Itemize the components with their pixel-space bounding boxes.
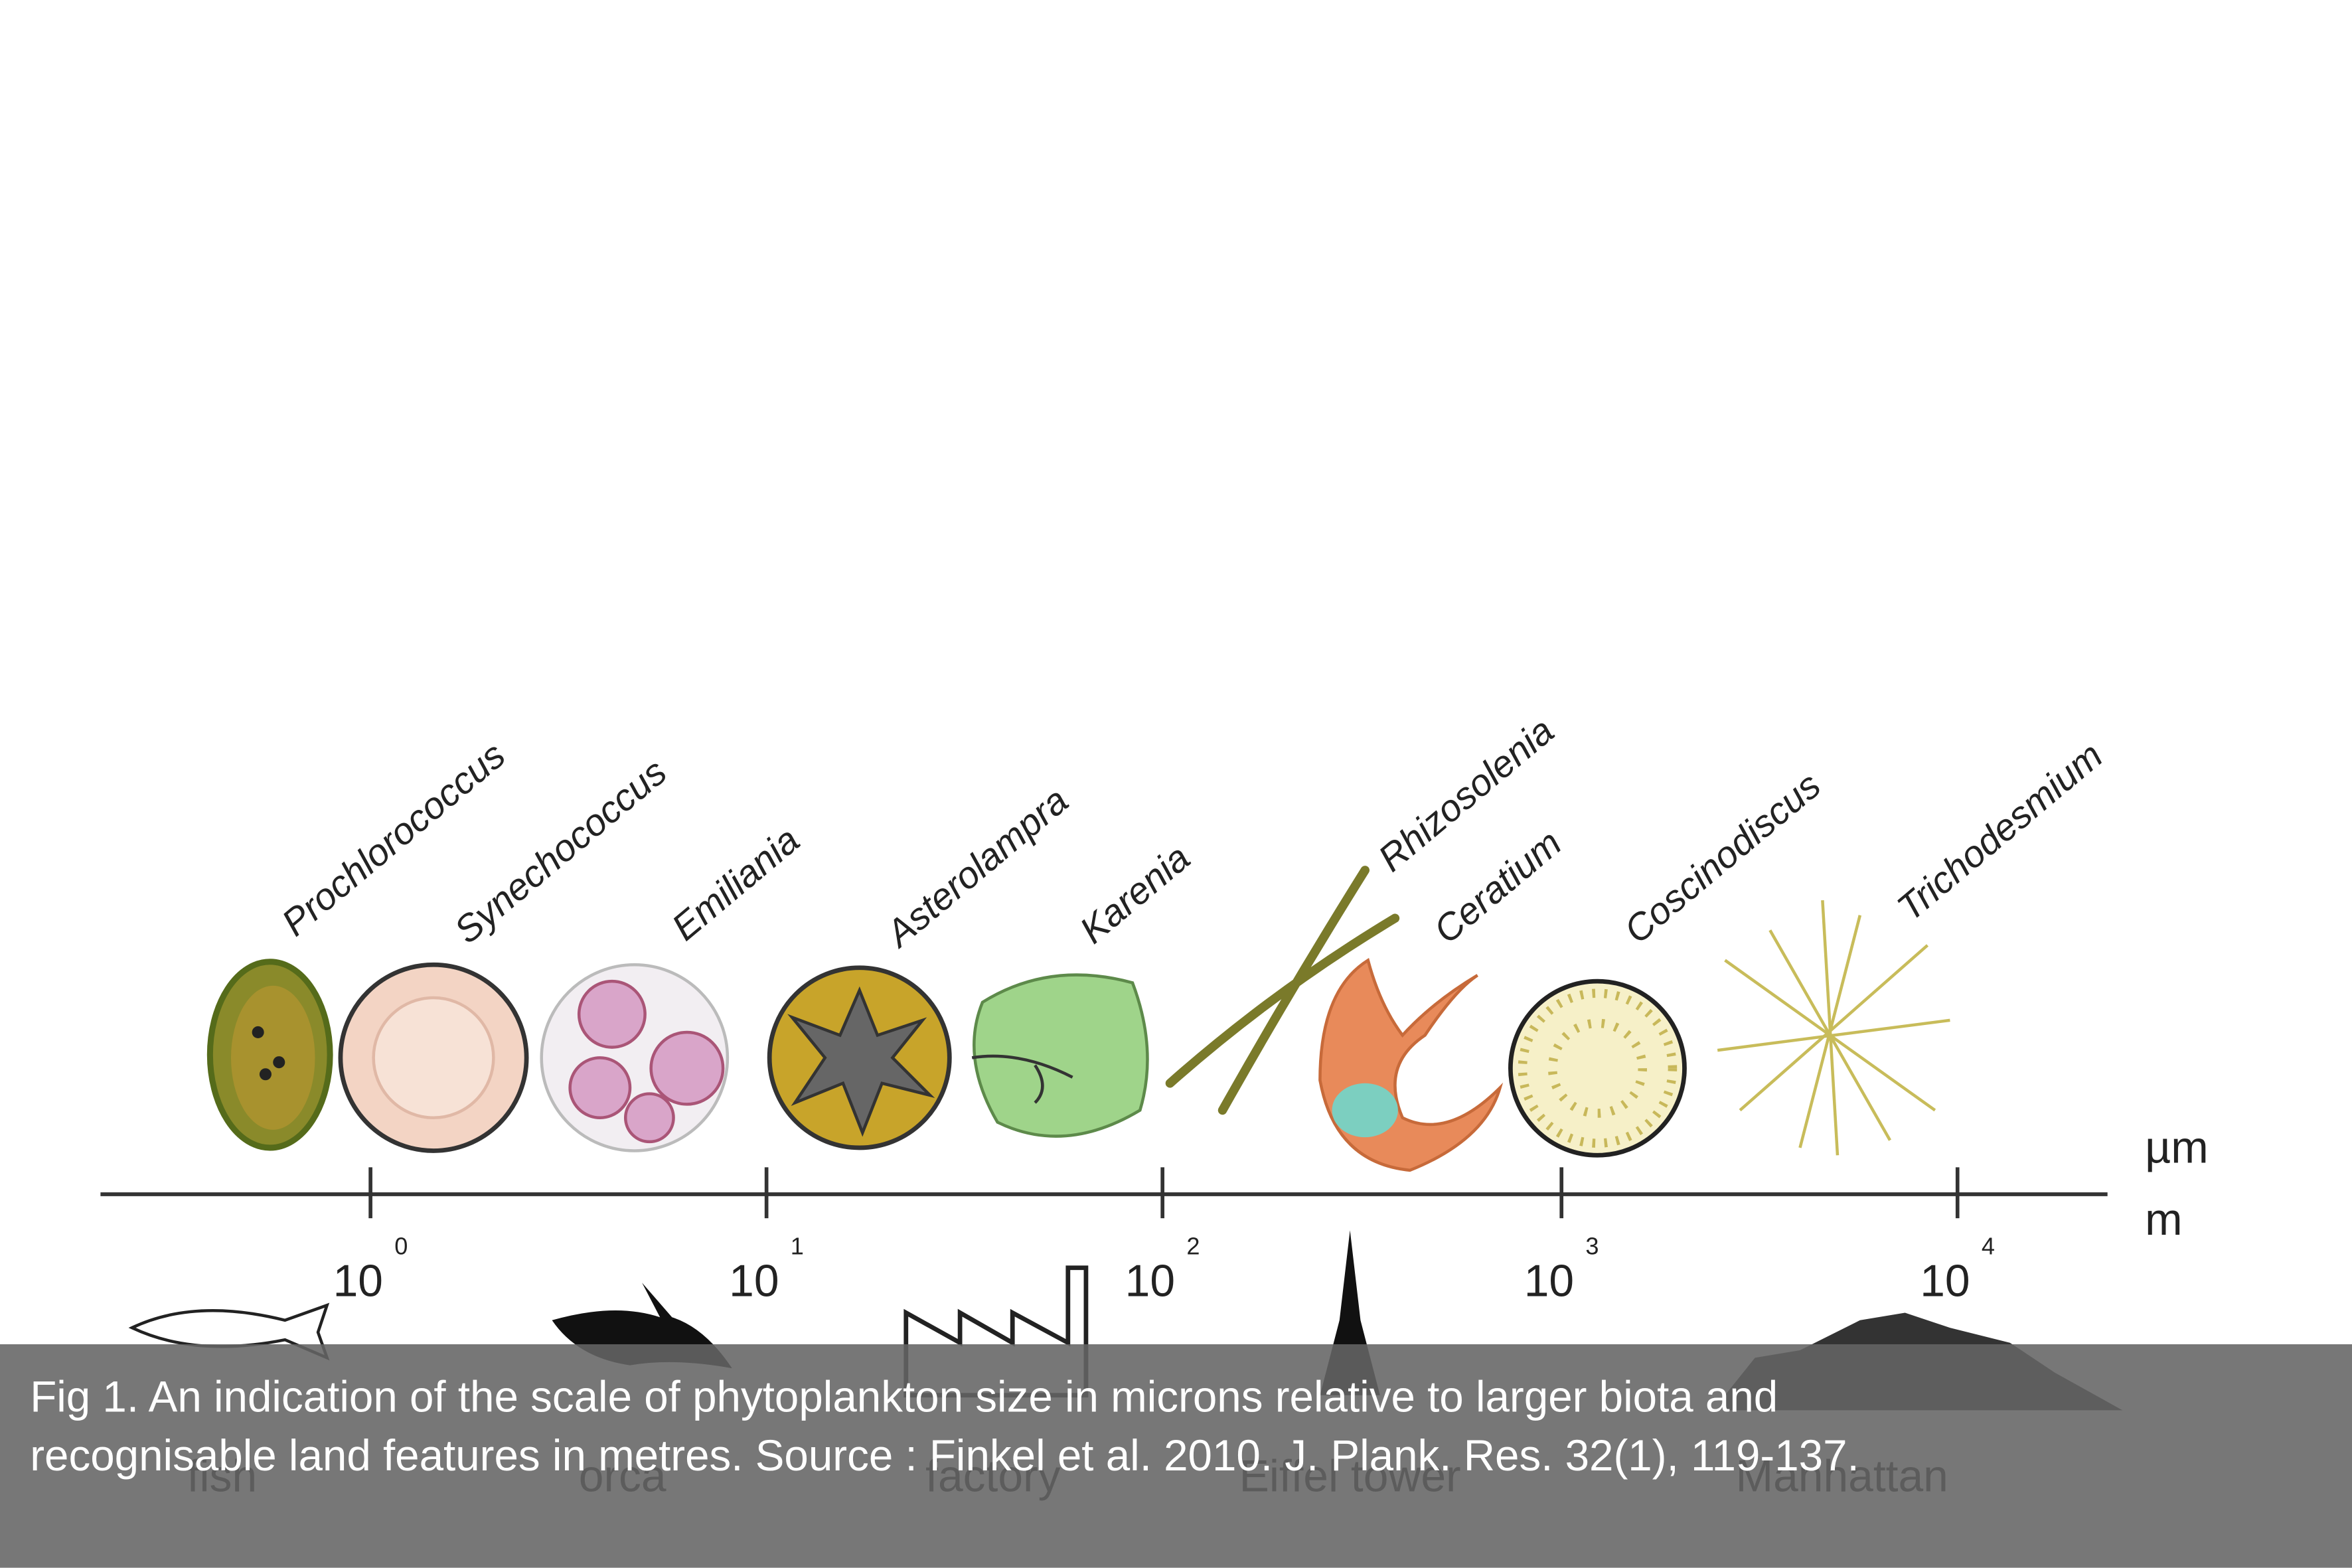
dot — [273, 1056, 285, 1069]
dot — [259, 1068, 272, 1081]
coccolith — [577, 979, 647, 1049]
coscinodiscus-cell — [1508, 979, 1687, 1158]
dot — [252, 1026, 264, 1038]
coccolith — [623, 1092, 675, 1144]
caption-band — [0, 1344, 2352, 1568]
coccolith — [649, 1030, 725, 1106]
karenia-flagellum — [971, 1054, 1073, 1104]
upper-unit: µm — [2145, 1123, 2209, 1173]
organism-drawings — [206, 866, 1950, 1172]
tick-exponent: 1 — [791, 1232, 804, 1259]
coscinodiscus-pores — [1547, 1018, 1648, 1118]
trichodesmium-colony — [1717, 900, 1950, 1156]
tick-exponent: 0 — [394, 1232, 408, 1259]
tick-exponent: 3 — [1585, 1232, 1599, 1259]
tick-base: 10 — [333, 1257, 383, 1306]
fish-icon — [128, 1302, 330, 1361]
asterolampra-star — [787, 986, 935, 1137]
coscinodiscus-pores — [1518, 988, 1678, 1148]
lower-unit: m — [2145, 1195, 2182, 1245]
tick-base: 10 — [1920, 1257, 1970, 1306]
ceratium-nucleus — [1332, 1083, 1398, 1138]
tick-group: 10 0 10 1 10 2 10 3 10 4 — [333, 1167, 1995, 1306]
caption-line: recognisable land features in metres. So… — [30, 1431, 1859, 1480]
prochlorococcus-inner — [230, 985, 315, 1130]
tick-base: 10 — [729, 1257, 779, 1306]
karenia-cell — [973, 973, 1149, 1138]
tick-exponent: 2 — [1186, 1232, 1200, 1259]
caption-line: Fig 1. An indication of the scale of phy… — [30, 1373, 1778, 1421]
synechococcus-inner — [372, 996, 495, 1120]
tick-exponent: 4 — [1982, 1232, 1995, 1259]
rhizosolenia-cells — [1165, 866, 1400, 1115]
tick-base: 10 — [1524, 1257, 1574, 1306]
coccolith — [568, 1056, 632, 1120]
tick-base: 10 — [1125, 1257, 1175, 1306]
